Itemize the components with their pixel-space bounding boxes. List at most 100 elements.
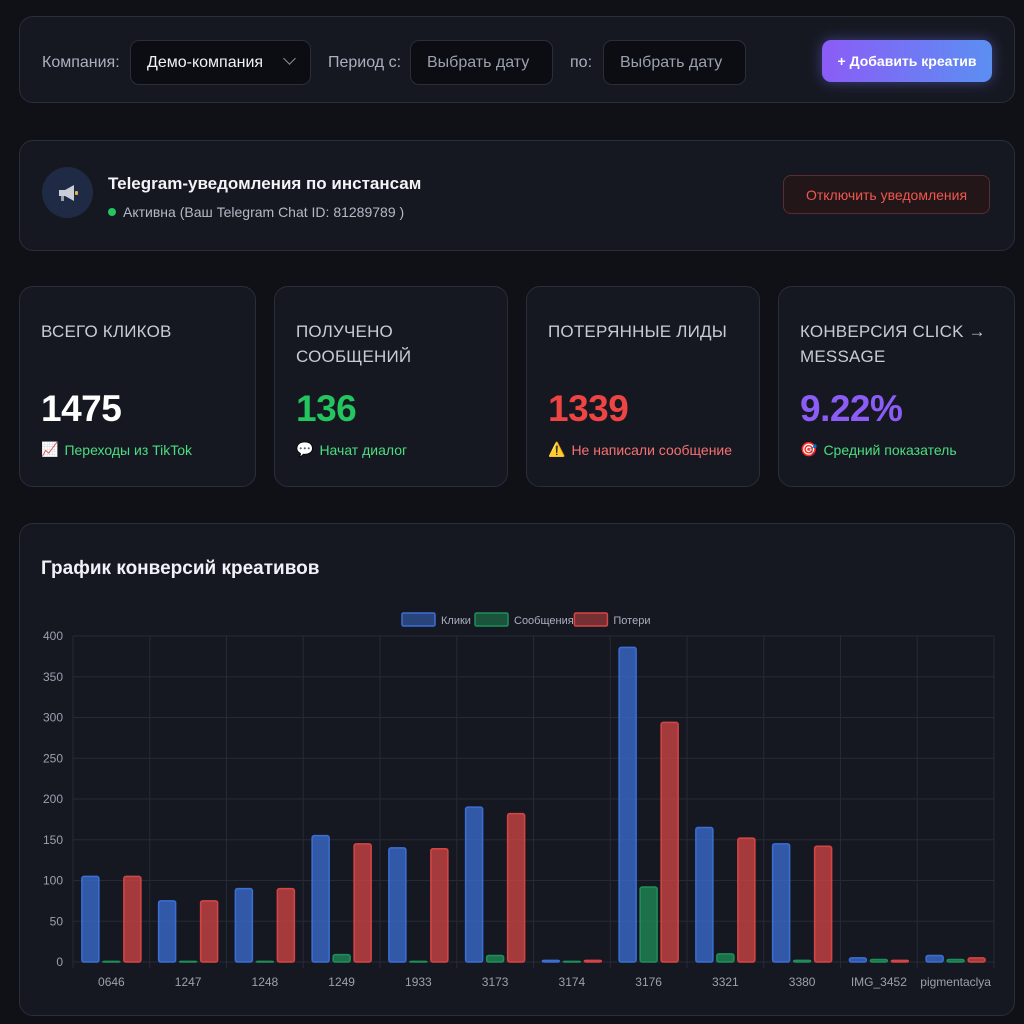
bar-clicks: [234, 887, 254, 963]
x-tick-label: 1933: [405, 975, 432, 989]
bar-losses: [430, 847, 449, 963]
bar-losses: [583, 959, 603, 963]
bar-losses: [660, 721, 679, 963]
x-tick-label: 3173: [482, 975, 509, 989]
chart-title: График конверсий креативов: [41, 558, 320, 579]
stat-title: ПОЛУЧЕНО СООБЩЕНИЙ: [296, 322, 412, 366]
x-tick-label: 3321: [712, 975, 739, 989]
status-dot-icon: [108, 208, 116, 216]
y-tick-label: 0: [56, 955, 63, 969]
period-to-label: по:: [570, 54, 593, 71]
bar-losses: [967, 957, 986, 963]
bar-clicks: [541, 959, 561, 963]
legend-label: Сообщения: [514, 615, 574, 627]
period-to-input[interactable]: Выбрать дату: [603, 40, 746, 85]
bar-messages: [102, 960, 121, 963]
warning-icon: ⚠️: [548, 441, 566, 457]
bar-messages: [716, 953, 735, 963]
conversion-chart: 0 50 100 150 200 250 300 350 400 0646 1247 1248 1249…: [43, 612, 995, 989]
stat-title: КОНВЕРСИЯ CLICK → MESSAGE: [800, 322, 986, 366]
disable-notifications-button[interactable]: Отключить уведомления: [783, 175, 990, 214]
stat-subtitle-text: Не написали сообщение: [571, 441, 733, 458]
stat-subtitle: ⚠️ Не написали сообщение: [548, 441, 732, 458]
bar-messages: [409, 960, 428, 963]
stat-subtitle-text: Начат диалог: [319, 441, 408, 458]
stat-value: 136: [296, 388, 357, 429]
company-label: Компания:: [42, 54, 120, 71]
bar-clicks: [618, 646, 637, 963]
filter-bar: Компания: Демо-компания Период с: Выбрат…: [19, 16, 1015, 103]
y-tick-label: 350: [43, 670, 63, 684]
bar-messages: [792, 959, 812, 963]
bar-clicks: [848, 957, 868, 963]
bar-clicks: [311, 834, 330, 963]
stat-value: 1339: [548, 388, 629, 429]
y-tick-label: 100: [43, 874, 63, 888]
bar-losses: [813, 845, 833, 963]
bar-clicks: [388, 847, 407, 963]
bar-messages: [946, 958, 965, 963]
bar-messages: [332, 953, 351, 963]
x-tick-label: 1249: [328, 975, 355, 989]
stat-subtitle: 📈 Переходы из TikTok: [41, 441, 192, 458]
period-from-label: Период с:: [328, 54, 402, 71]
bar-losses: [123, 875, 142, 963]
x-tick-label: 3380: [789, 975, 816, 989]
period-to-placeholder: Выбрать дату: [620, 53, 723, 71]
bar-clicks: [81, 875, 100, 963]
stat-card-conversion: КОНВЕРСИЯ CLICK → MESSAGE 9.22% 🎯 Средни…: [778, 286, 1015, 487]
bar-messages: [869, 958, 889, 963]
stat-subtitle: 💬 Начат диалог: [296, 441, 407, 458]
chart-panel: 0 50 100 150 200 250 300 350 400 0646 1247 1248 1249…: [19, 523, 1015, 1016]
x-tick-label: 1248: [252, 975, 279, 989]
period-from-input[interactable]: Выбрать дату: [410, 40, 553, 85]
bar-clicks: [695, 826, 714, 963]
stat-title: ПОТЕРЯННЫЕ ЛИДЫ: [548, 322, 728, 341]
telegram-status-text: Активна (Ваш Telegram Chat ID: 81289789 …: [123, 204, 405, 220]
y-tick-label: 250: [43, 751, 63, 765]
chevron-down-icon: [283, 52, 296, 65]
y-tick-label: 150: [43, 833, 63, 847]
telegram-title: Telegram-уведомления по инстансам: [108, 174, 422, 193]
period-from-placeholder: Выбрать дату: [427, 53, 530, 71]
stat-card-messages: ПОЛУЧЕНО СООБЩЕНИЙ 136 💬 Начат диалог: [274, 286, 508, 487]
add-creative-button[interactable]: + Добавить креатив: [822, 40, 992, 82]
company-select[interactable]: Демо-компания: [130, 40, 311, 85]
y-tick-label: 400: [43, 629, 63, 643]
bar-losses: [890, 959, 910, 963]
telegram-panel: Telegram-уведомления по инстансам Активн…: [19, 140, 1015, 251]
bar-messages: [178, 960, 198, 963]
x-tick-label: 0646: [98, 975, 125, 989]
legend-swatch: [573, 612, 609, 627]
bar-messages: [485, 954, 505, 963]
x-tick-label: IMG_3452: [851, 975, 907, 989]
stat-subtitle-text: Переходы из TikTok: [64, 441, 193, 458]
x-tick-label: 3176: [635, 975, 662, 989]
bar-losses: [199, 900, 219, 963]
speech-bubble-icon: 💬: [296, 441, 314, 457]
bar-clicks: [771, 843, 791, 963]
bar-losses: [353, 843, 372, 963]
stat-title: ВСЕГО КЛИКОВ: [41, 322, 172, 341]
bar-clicks: [464, 806, 484, 963]
legend-label: Потери: [613, 615, 650, 627]
stat-value: 9.22%: [800, 388, 903, 429]
bar-clicks: [925, 954, 944, 963]
x-tick-label: 1247: [175, 975, 202, 989]
bar-clicks: [157, 900, 177, 963]
bar-messages: [562, 960, 582, 963]
telegram-status: Активна (Ваш Telegram Chat ID: 81289789 …: [108, 204, 404, 220]
target-icon: 🎯: [800, 441, 818, 457]
bar-losses: [276, 887, 296, 963]
bar-losses: [506, 812, 526, 963]
chart-up-icon: 📈: [41, 441, 59, 457]
legend-swatch: [401, 612, 436, 627]
x-tick-label: 3174: [559, 975, 586, 989]
y-tick-label: 200: [43, 792, 63, 806]
bar-messages: [255, 960, 275, 963]
stat-subtitle-text: Средний показатель: [823, 441, 957, 458]
company-select-value: Демо-компания: [147, 53, 264, 71]
x-tick-label: pigmentaclya: [920, 975, 991, 989]
y-tick-label: 50: [50, 914, 64, 928]
stat-card-clicks: ВСЕГО КЛИКОВ 1475 📈 Переходы из TikTok: [19, 286, 256, 487]
